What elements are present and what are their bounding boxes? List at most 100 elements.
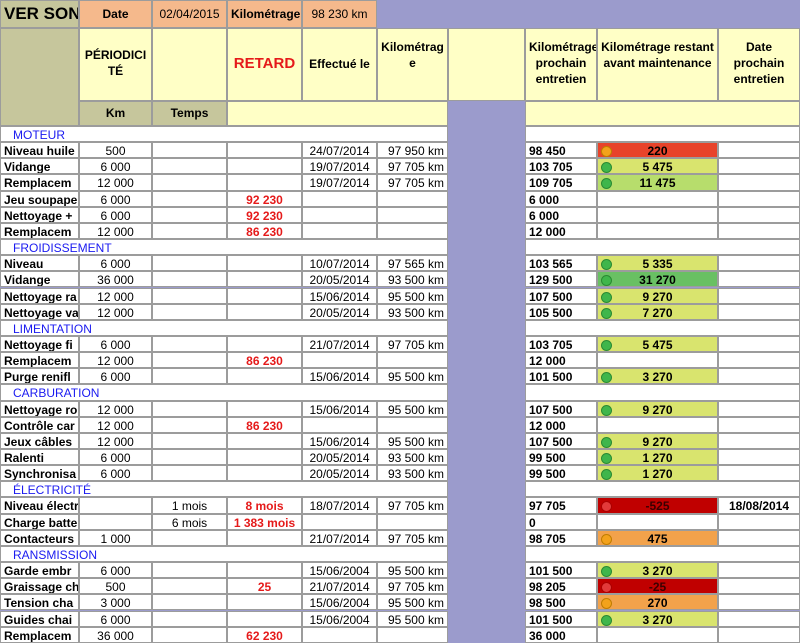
cell-kilometrage[interactable]: 95 500 km [377,400,448,417]
cell-date[interactable] [718,287,800,304]
cell-retard[interactable] [227,174,302,191]
cell-prochain[interactable]: 103 705 [525,335,597,353]
cell-km[interactable]: 12 000 [79,174,152,191]
cell-prochain[interactable]: 6 000 [525,190,597,207]
cell-restant[interactable]: 3 270 [597,562,718,579]
cell-restant[interactable]: 9 270 [597,432,718,449]
cell-date[interactable] [718,529,800,546]
cell-effectue[interactable]: 15/06/2004 [302,562,377,579]
cell-restant[interactable] [597,222,718,240]
cell-restant[interactable]: 1 270 [597,465,718,482]
cell-km[interactable] [79,513,152,530]
cell-km[interactable]: 36 000 [79,626,152,643]
cell-km[interactable]: 6 000 [79,335,152,353]
km-value[interactable]: 98 230 km [302,0,377,28]
cell-temps[interactable] [152,610,227,627]
cell-restant[interactable] [597,206,718,223]
cell-date[interactable] [718,610,800,627]
cell-kilometrage[interactable]: 97 705 km [377,174,448,191]
cell-km[interactable]: 6 000 [79,449,152,466]
cell-temps[interactable] [152,222,227,240]
cell-date[interactable] [718,400,800,417]
cell-prochain[interactable]: 98 500 [525,594,597,611]
cell-restant[interactable]: 11 475 [597,174,718,191]
date-value[interactable]: 02/04/2015 [152,0,227,28]
cell-retard[interactable] [227,303,302,320]
cell-temps[interactable] [152,352,227,369]
cell-prochain[interactable]: 98 450 [525,142,597,159]
cell-retard[interactable] [227,562,302,579]
cell-prochain[interactable]: 99 500 [525,465,597,482]
cell-km[interactable]: 12 000 [79,432,152,449]
cell-effectue[interactable]: 15/06/2014 [302,368,377,385]
cell-kilometrage[interactable]: 95 500 km [377,287,448,304]
cell-temps[interactable] [152,368,227,385]
cell-temps[interactable] [152,578,227,595]
cell-km[interactable]: 12 000 [79,352,152,369]
cell-temps[interactable] [152,400,227,417]
cell-temps[interactable]: 1 mois [152,497,227,514]
cell-retard[interactable] [227,449,302,466]
cell-prochain[interactable]: 12 000 [525,352,597,369]
cell-kilometrage[interactable] [377,352,448,369]
cell-date[interactable] [718,562,800,579]
cell-kilometrage[interactable]: 95 500 km [377,610,448,627]
cell-retard[interactable] [227,271,302,288]
cell-temps[interactable] [152,335,227,353]
cell-retard[interactable]: 86 230 [227,222,302,240]
cell-retard[interactable] [227,610,302,627]
cell-km[interactable] [79,497,152,514]
cell-date[interactable] [718,271,800,288]
cell-date[interactable] [718,626,800,643]
cell-restant[interactable]: 475 [597,529,718,546]
cell-temps[interactable] [152,206,227,223]
cell-restant[interactable]: -25 [597,578,718,595]
cell-kilometrage[interactable]: 95 500 km [377,562,448,579]
cell-restant[interactable] [597,416,718,433]
cell-km[interactable]: 6 000 [79,255,152,272]
cell-prochain[interactable]: 6 000 [525,206,597,223]
cell-prochain[interactable]: 129 500 [525,271,597,288]
cell-prochain[interactable]: 103 705 [525,158,597,175]
cell-date[interactable] [718,222,800,240]
cell-prochain[interactable]: 12 000 [525,222,597,240]
cell-effectue[interactable]: 19/07/2014 [302,174,377,191]
cell-effectue[interactable]: 20/05/2014 [302,449,377,466]
cell-km[interactable]: 6 000 [79,562,152,579]
cell-date[interactable] [718,465,800,482]
cell-temps[interactable] [152,529,227,546]
cell-retard[interactable]: 8 mois [227,497,302,514]
cell-retard[interactable] [227,158,302,175]
cell-kilometrage[interactable]: 95 500 km [377,432,448,449]
cell-restant[interactable]: 5 475 [597,158,718,175]
cell-effectue[interactable]: 15/06/2004 [302,610,377,627]
cell-effectue[interactable]: 15/06/2014 [302,287,377,304]
cell-restant[interactable]: 31 270 [597,271,718,288]
cell-kilometrage[interactable]: 93 500 km [377,303,448,320]
cell-temps[interactable] [152,465,227,482]
cell-prochain[interactable]: 0 [525,513,597,530]
cell-temps[interactable] [152,416,227,433]
cell-restant[interactable]: 270 [597,594,718,611]
cell-temps[interactable] [152,255,227,272]
cell-kilometrage[interactable] [377,190,448,207]
cell-km[interactable]: 12 000 [79,416,152,433]
cell-kilometrage[interactable] [377,416,448,433]
cell-retard[interactable]: 86 230 [227,352,302,369]
cell-kilometrage[interactable] [377,222,448,240]
cell-km[interactable]: 12 000 [79,303,152,320]
cell-km[interactable]: 1 000 [79,529,152,546]
cell-temps[interactable] [152,174,227,191]
cell-temps[interactable] [152,626,227,643]
cell-date[interactable] [718,335,800,353]
cell-date[interactable] [718,416,800,433]
cell-date[interactable] [718,449,800,466]
cell-effectue[interactable] [302,416,377,433]
cell-effectue[interactable] [302,352,377,369]
cell-effectue[interactable]: 10/07/2014 [302,255,377,272]
cell-kilometrage[interactable]: 97 565 km [377,255,448,272]
cell-prochain[interactable]: 107 500 [525,400,597,417]
cell-km[interactable]: 3 000 [79,594,152,611]
cell-temps[interactable] [152,142,227,159]
cell-km[interactable]: 6 000 [79,206,152,223]
